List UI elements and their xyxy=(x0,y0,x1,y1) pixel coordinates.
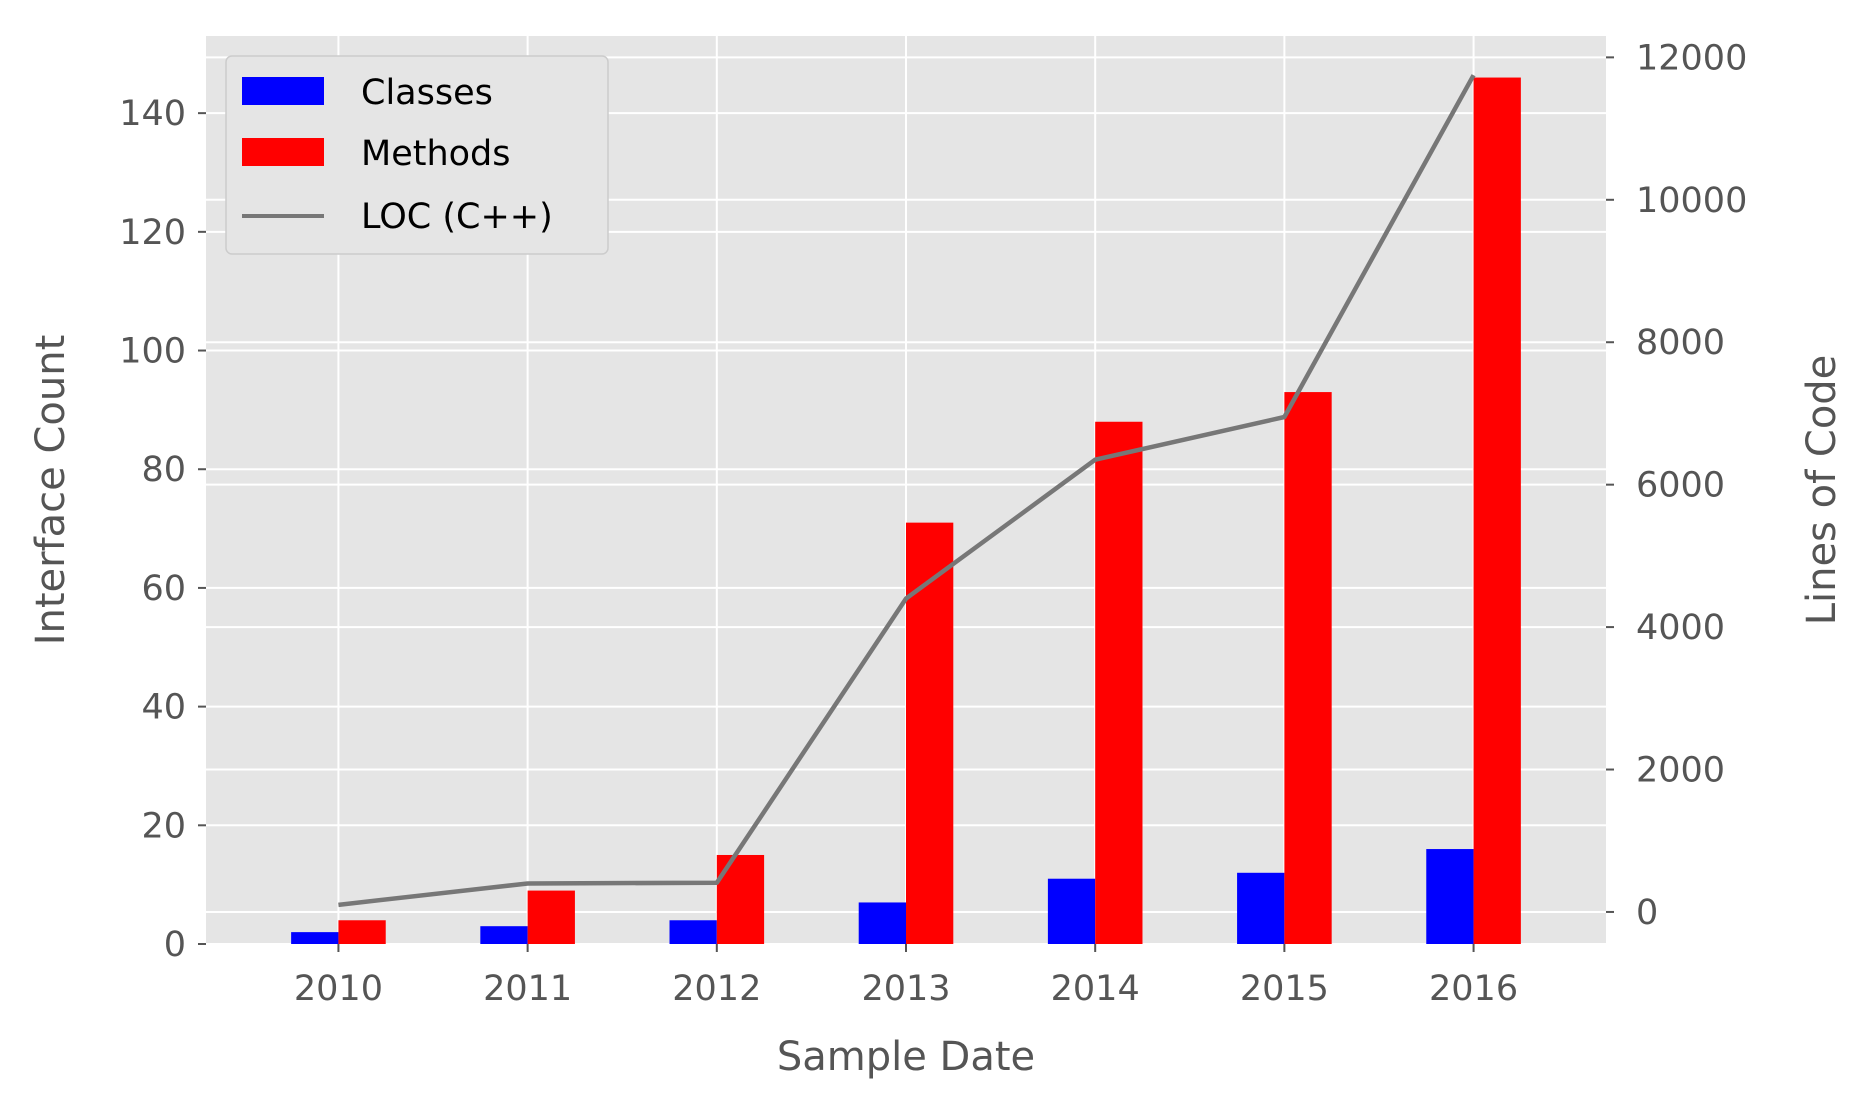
y2-axis-label: Lines of Code xyxy=(1799,355,1845,626)
bar-methods-2015 xyxy=(1284,392,1332,944)
x-tick-label: 2016 xyxy=(1429,969,1518,1009)
bar-classes-2010 xyxy=(291,932,339,944)
bar-methods-2014 xyxy=(1095,421,1143,944)
bar-classes-2016 xyxy=(1426,849,1474,944)
bar-classes-2012 xyxy=(669,920,717,944)
legend: Classes Methods LOC (C++) xyxy=(225,55,609,255)
y-tick-label: 20 xyxy=(141,806,186,846)
y2-tick-label: 8000 xyxy=(1636,323,1725,363)
y-tick-label: 40 xyxy=(141,688,186,728)
bar-methods-2016 xyxy=(1473,77,1521,944)
legend-label-loc: LOC (C++) xyxy=(361,197,553,237)
y2-tick-label: 10000 xyxy=(1636,181,1747,221)
legend-label-methods: Methods xyxy=(361,134,511,174)
y-tick-label: 140 xyxy=(119,94,186,134)
x-tick-label: 2010 xyxy=(294,969,383,1009)
x-axis-label: Sample Date xyxy=(777,1034,1035,1080)
y-tick-label: 80 xyxy=(141,450,186,490)
x-tick-label: 2013 xyxy=(861,969,950,1009)
bar-methods-2010 xyxy=(338,920,386,944)
x-axis-ticks: 2010 2011 2012 2013 2014 2015 2016 xyxy=(294,944,1518,1009)
y-tick-label: 100 xyxy=(119,332,186,372)
y-axis-label: Interface Count xyxy=(28,335,74,646)
y2-tick-label: 0 xyxy=(1636,893,1658,933)
x-tick-label: 2011 xyxy=(483,969,572,1009)
bar-methods-2013 xyxy=(906,522,954,944)
y2-tick-label: 6000 xyxy=(1636,466,1725,506)
legend-swatch-methods xyxy=(242,138,324,166)
bar-classes-2013 xyxy=(858,902,906,944)
x-tick-label: 2014 xyxy=(1051,969,1140,1009)
x-tick-label: 2015 xyxy=(1240,969,1329,1009)
bar-classes-2011 xyxy=(480,926,528,944)
y-tick-label: 120 xyxy=(119,213,186,253)
legend-swatch-classes xyxy=(242,77,324,105)
y2-tick-label: 2000 xyxy=(1636,751,1725,791)
y2-axis-ticks: 0 2000 4000 6000 8000 10000 12000 xyxy=(1606,38,1747,933)
bar-methods-2011 xyxy=(527,890,575,944)
y2-tick-label: 12000 xyxy=(1636,38,1747,78)
bar-classes-2014 xyxy=(1047,878,1096,944)
loc-line xyxy=(338,74,1476,908)
x-tick-label: 2012 xyxy=(672,969,761,1009)
y2-tick-label: 4000 xyxy=(1636,608,1725,648)
legend-frame xyxy=(225,55,609,255)
legend-label-classes: Classes xyxy=(361,73,493,113)
bar-classes-2015 xyxy=(1237,872,1285,944)
loc-line-layer xyxy=(338,74,1476,908)
y-tick-label: 0 xyxy=(164,925,186,965)
y-axis-ticks: 0 20 40 60 80 100 120 140 xyxy=(119,94,206,965)
y-tick-label: 60 xyxy=(141,569,186,609)
bars xyxy=(291,77,1521,944)
